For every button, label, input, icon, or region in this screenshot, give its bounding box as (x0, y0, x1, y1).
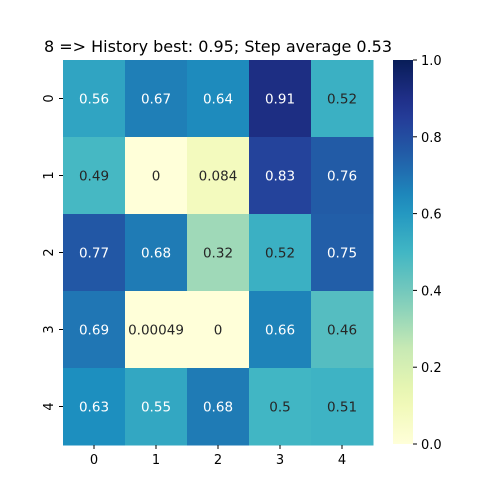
x-tick-label: 2 (214, 453, 222, 468)
heatmap-cell (125, 60, 188, 138)
heatmap-cell (125, 137, 188, 215)
cell-value-label: 0.67 (141, 92, 171, 108)
chart-title: 8 => History best: 0.95; Step average 0.… (44, 37, 392, 56)
cell-value-label: 0.77 (79, 246, 109, 262)
cell-value-label: 0.83 (265, 169, 295, 185)
cell-value-label: 0.68 (141, 246, 171, 262)
colorbar-tick-label: 0.4 (421, 284, 442, 299)
cell-value-label: 0.00049 (128, 323, 184, 339)
cell-value-label: 0.32 (203, 246, 233, 262)
cell-value-label: 0.084 (199, 169, 238, 185)
cell-value-label: 0.91 (265, 92, 295, 108)
cell-value-label: 0.52 (327, 92, 357, 108)
colorbar-gradient (393, 60, 413, 444)
colorbar-tick-label: 0.8 (421, 131, 442, 146)
cell-value-label: 0.46 (327, 323, 357, 339)
x-tick-label: 1 (152, 453, 160, 468)
heatmap-cell (63, 137, 126, 215)
heatmap-cell (311, 60, 374, 138)
x-tick-label: 4 (338, 453, 346, 468)
cell-value-label: 0.49 (79, 169, 109, 185)
heatmap-cell (187, 291, 250, 369)
colorbar-tick-label: 1.0 (421, 54, 442, 69)
x-axis: 0 1 2 3 4 (90, 445, 346, 468)
cell-value-label: 0 (214, 323, 223, 339)
heatmap-cell (249, 137, 312, 215)
heatmap-cell (63, 368, 126, 446)
heatmap-cell (125, 291, 188, 369)
heatmap-cell (249, 214, 312, 292)
cell-value-label: 0.52 (265, 246, 295, 262)
heatmap-cell (311, 291, 374, 369)
cell-value-label: 0.68 (203, 400, 233, 416)
y-tick-label: 3 (42, 325, 57, 333)
y-tick-label: 4 (42, 402, 57, 410)
cell-value-label: 0.76 (327, 169, 357, 185)
heatmap-cell (311, 368, 374, 446)
heatmap-cell (249, 368, 312, 446)
cell-value-label: 0.56 (79, 92, 109, 108)
colorbar-tick-label: 0.0 (421, 438, 442, 453)
heatmap-cell (249, 291, 312, 369)
y-axis: 0 1 2 3 4 (42, 94, 63, 411)
cell-value-label: 0.63 (79, 400, 109, 416)
heatmap-cell (311, 214, 374, 292)
cell-value-label: 0.5 (269, 400, 290, 416)
cell-value-label: 0.64 (203, 92, 233, 108)
heatmap-cell (125, 368, 188, 446)
heatmap-cell (63, 214, 126, 292)
colorbar-tick-label: 0.2 (421, 361, 442, 376)
heatmap-cell (187, 214, 250, 292)
heatmap-cell (125, 214, 188, 292)
cell-value-label: 0.66 (265, 323, 295, 339)
colorbar: 0.0 0.2 0.4 0.6 0.8 1.0 (393, 54, 442, 453)
cell-value-label: 0.51 (327, 400, 357, 416)
y-tick-label: 0 (42, 94, 57, 102)
y-tick-label: 2 (42, 248, 57, 256)
cell-value-label: 0.69 (79, 323, 109, 339)
x-tick-label: 3 (276, 453, 284, 468)
heatmap-cell (63, 60, 126, 138)
cell-value-label: 0.55 (141, 400, 171, 416)
cell-value-label: 0.75 (327, 246, 357, 262)
heatmap-cell (311, 137, 374, 215)
y-tick-label: 1 (42, 171, 57, 179)
x-tick-label: 0 (90, 453, 98, 468)
heatmap-cell (249, 60, 312, 138)
colorbar-tick-label: 0.6 (421, 208, 442, 223)
heatmap-cell (63, 291, 126, 369)
heatmap-cells: 0.56 0.67 0.64 0.91 0.52 0.49 0 0.084 0.83 0.76 0.… (63, 60, 374, 446)
cell-value-label: 0 (152, 169, 161, 185)
heatmap-cell (187, 60, 250, 138)
heatmap-cell (187, 368, 250, 446)
heatmap-cell (187, 137, 250, 215)
